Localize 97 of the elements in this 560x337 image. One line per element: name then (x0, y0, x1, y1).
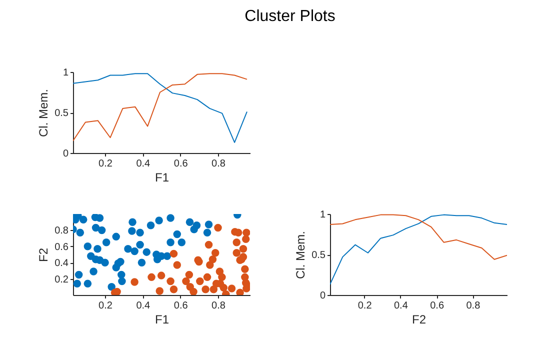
y-tick-label: 0.8 (54, 226, 69, 237)
point (130, 278, 138, 286)
point (118, 277, 126, 286)
point (173, 230, 181, 238)
point (142, 248, 150, 256)
point (146, 221, 155, 230)
y-tick-label: 0.2 (54, 274, 69, 286)
x-tick-label: 0.8 (212, 300, 226, 312)
point (192, 221, 201, 230)
x-axis-title: F1 (154, 170, 170, 184)
point (182, 277, 190, 286)
point (136, 228, 144, 236)
x-tick-label: 0.4 (394, 300, 408, 312)
point (211, 249, 220, 257)
point (102, 238, 110, 246)
point (124, 244, 132, 253)
point (148, 273, 156, 282)
point (239, 244, 248, 253)
point (242, 228, 250, 236)
point (236, 288, 244, 295)
line-series (330, 214, 507, 285)
point (203, 228, 212, 236)
point (90, 268, 98, 276)
text: Cluster Plots (244, 8, 336, 26)
x-axis-title: F2 (412, 312, 426, 326)
point (128, 218, 136, 226)
point (232, 249, 241, 257)
point (166, 238, 174, 246)
y-axis-title: F2 (36, 248, 51, 262)
point (94, 244, 102, 253)
point (130, 247, 138, 256)
x-tick-label: 0.2 (358, 300, 372, 312)
y-axis-title: Cl. Mem. (294, 231, 308, 279)
point (138, 258, 146, 266)
point (74, 270, 83, 279)
x-tick-label: 0.8 (212, 158, 226, 170)
x-tick-label: 0.8 (466, 300, 481, 312)
point (113, 288, 121, 295)
y-axis-title: Cl. Mem. (36, 89, 51, 137)
point (84, 280, 92, 288)
point (73, 280, 82, 288)
point (166, 277, 174, 286)
point (163, 252, 172, 260)
point (155, 216, 163, 224)
point (214, 224, 222, 232)
line-series (330, 214, 507, 260)
y-tick-label: 0 (62, 148, 69, 160)
point (101, 258, 109, 266)
point (204, 220, 213, 228)
point (228, 284, 236, 292)
point (242, 235, 250, 243)
point (173, 261, 181, 269)
x-tick-label: 0.2 (98, 300, 113, 312)
x-tick-label: 0.4 (136, 300, 151, 312)
point (112, 232, 120, 241)
point (196, 277, 204, 286)
y-tick-label: 1 (320, 210, 326, 220)
y-tick-label: 1 (62, 68, 69, 78)
point (170, 285, 178, 294)
point (204, 240, 213, 249)
point (208, 255, 217, 264)
point (118, 270, 126, 279)
point (203, 273, 212, 282)
point (136, 240, 144, 249)
point (116, 258, 124, 266)
x-tick-label: 0.6 (174, 158, 188, 170)
x-tick-label: 0.2 (98, 158, 113, 170)
point (190, 288, 198, 295)
point (178, 238, 186, 246)
point (232, 238, 241, 246)
point (157, 272, 166, 280)
point (241, 265, 249, 273)
y-tick-label: 0.5 (312, 250, 326, 261)
x-tick-label: 0.6 (430, 300, 444, 312)
point (186, 218, 194, 226)
point (96, 214, 104, 222)
point (79, 216, 88, 224)
point (170, 250, 178, 258)
point (128, 227, 136, 235)
point (220, 284, 228, 292)
point (84, 242, 92, 250)
y-tick-label: 0 (320, 290, 326, 302)
y-tick-label: 0.4 (54, 258, 69, 270)
x-axis-title: F1 (154, 312, 170, 326)
point (218, 273, 226, 282)
point (185, 270, 194, 279)
point (98, 226, 106, 234)
point (76, 228, 84, 236)
point (92, 224, 100, 232)
x-tick-label: 0.6 (174, 300, 188, 312)
point (108, 283, 116, 291)
point (166, 214, 174, 222)
point (202, 285, 210, 294)
x-tick-label: 0.4 (136, 158, 151, 170)
point (156, 287, 164, 295)
y-tick-label: 0.6 (54, 242, 69, 253)
y-tick-label: 0.5 (54, 108, 69, 119)
